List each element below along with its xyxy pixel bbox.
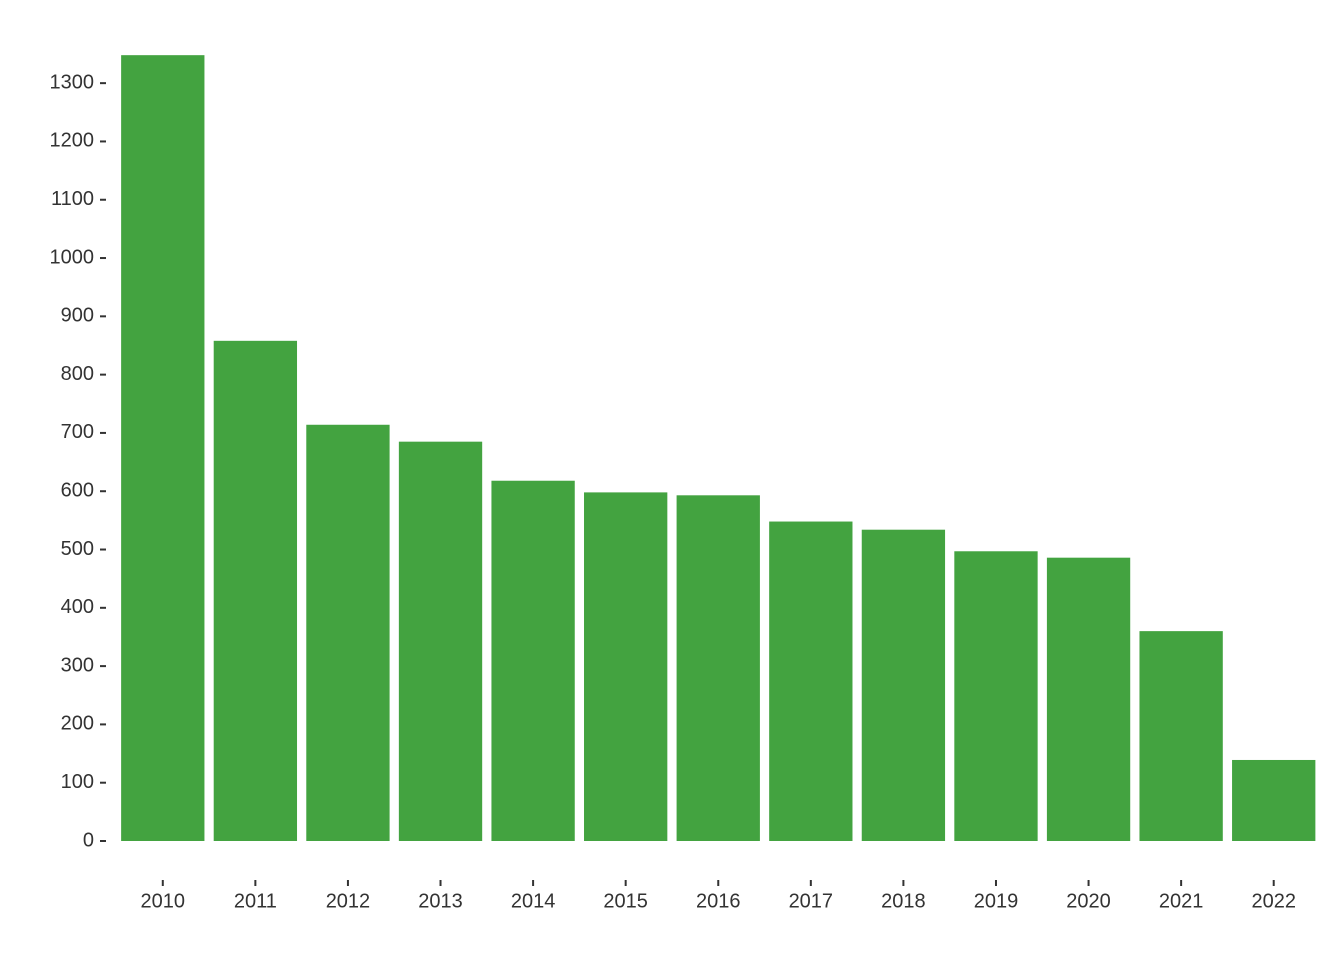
y-tick-label: 500 xyxy=(61,538,94,560)
y-tick-label: 800 xyxy=(61,363,94,385)
x-tick-label: 2016 xyxy=(696,890,741,912)
y-tick-label: 1300 xyxy=(50,71,95,93)
bar xyxy=(1232,759,1316,841)
y-tick-label: 1100 xyxy=(51,188,94,210)
x-tick-label: 2017 xyxy=(789,890,834,912)
bar xyxy=(1139,631,1223,841)
y-tick-label: 400 xyxy=(61,596,94,618)
x-tick-label: 2018 xyxy=(881,890,926,912)
x-tick-label: 2012 xyxy=(326,890,371,912)
bar xyxy=(584,492,668,841)
x-tick-label: 2020 xyxy=(1066,890,1111,912)
y-tick-label: 300 xyxy=(61,654,94,676)
x-tick-label: 2010 xyxy=(141,890,186,912)
y-tick-label: 900 xyxy=(61,305,94,327)
bar xyxy=(954,551,1038,841)
bar xyxy=(1046,557,1131,841)
y-tick-label: 700 xyxy=(61,421,94,443)
x-tick-label: 2019 xyxy=(974,890,1019,912)
x-tick-label: 2022 xyxy=(1251,890,1296,912)
y-tick-label: 1000 xyxy=(50,246,95,268)
y-tick-label: 600 xyxy=(61,480,94,502)
x-tick-label: 2015 xyxy=(603,890,648,912)
x-tick-label: 2014 xyxy=(511,890,556,912)
bar xyxy=(121,55,205,842)
y-tick-label: 100 xyxy=(61,771,94,793)
bar xyxy=(213,340,298,841)
x-tick-label: 2021 xyxy=(1159,890,1204,912)
bar xyxy=(491,480,575,841)
y-tick-label: 200 xyxy=(61,713,94,735)
bar xyxy=(306,424,390,841)
bar xyxy=(769,521,853,841)
y-tick-label: 1200 xyxy=(50,130,95,152)
x-tick-label: 2011 xyxy=(234,890,277,912)
bar xyxy=(398,441,483,841)
bar xyxy=(676,495,760,841)
y-tick-label: 0 xyxy=(83,829,94,851)
bar xyxy=(861,529,946,841)
x-tick-label: 2013 xyxy=(418,890,463,912)
